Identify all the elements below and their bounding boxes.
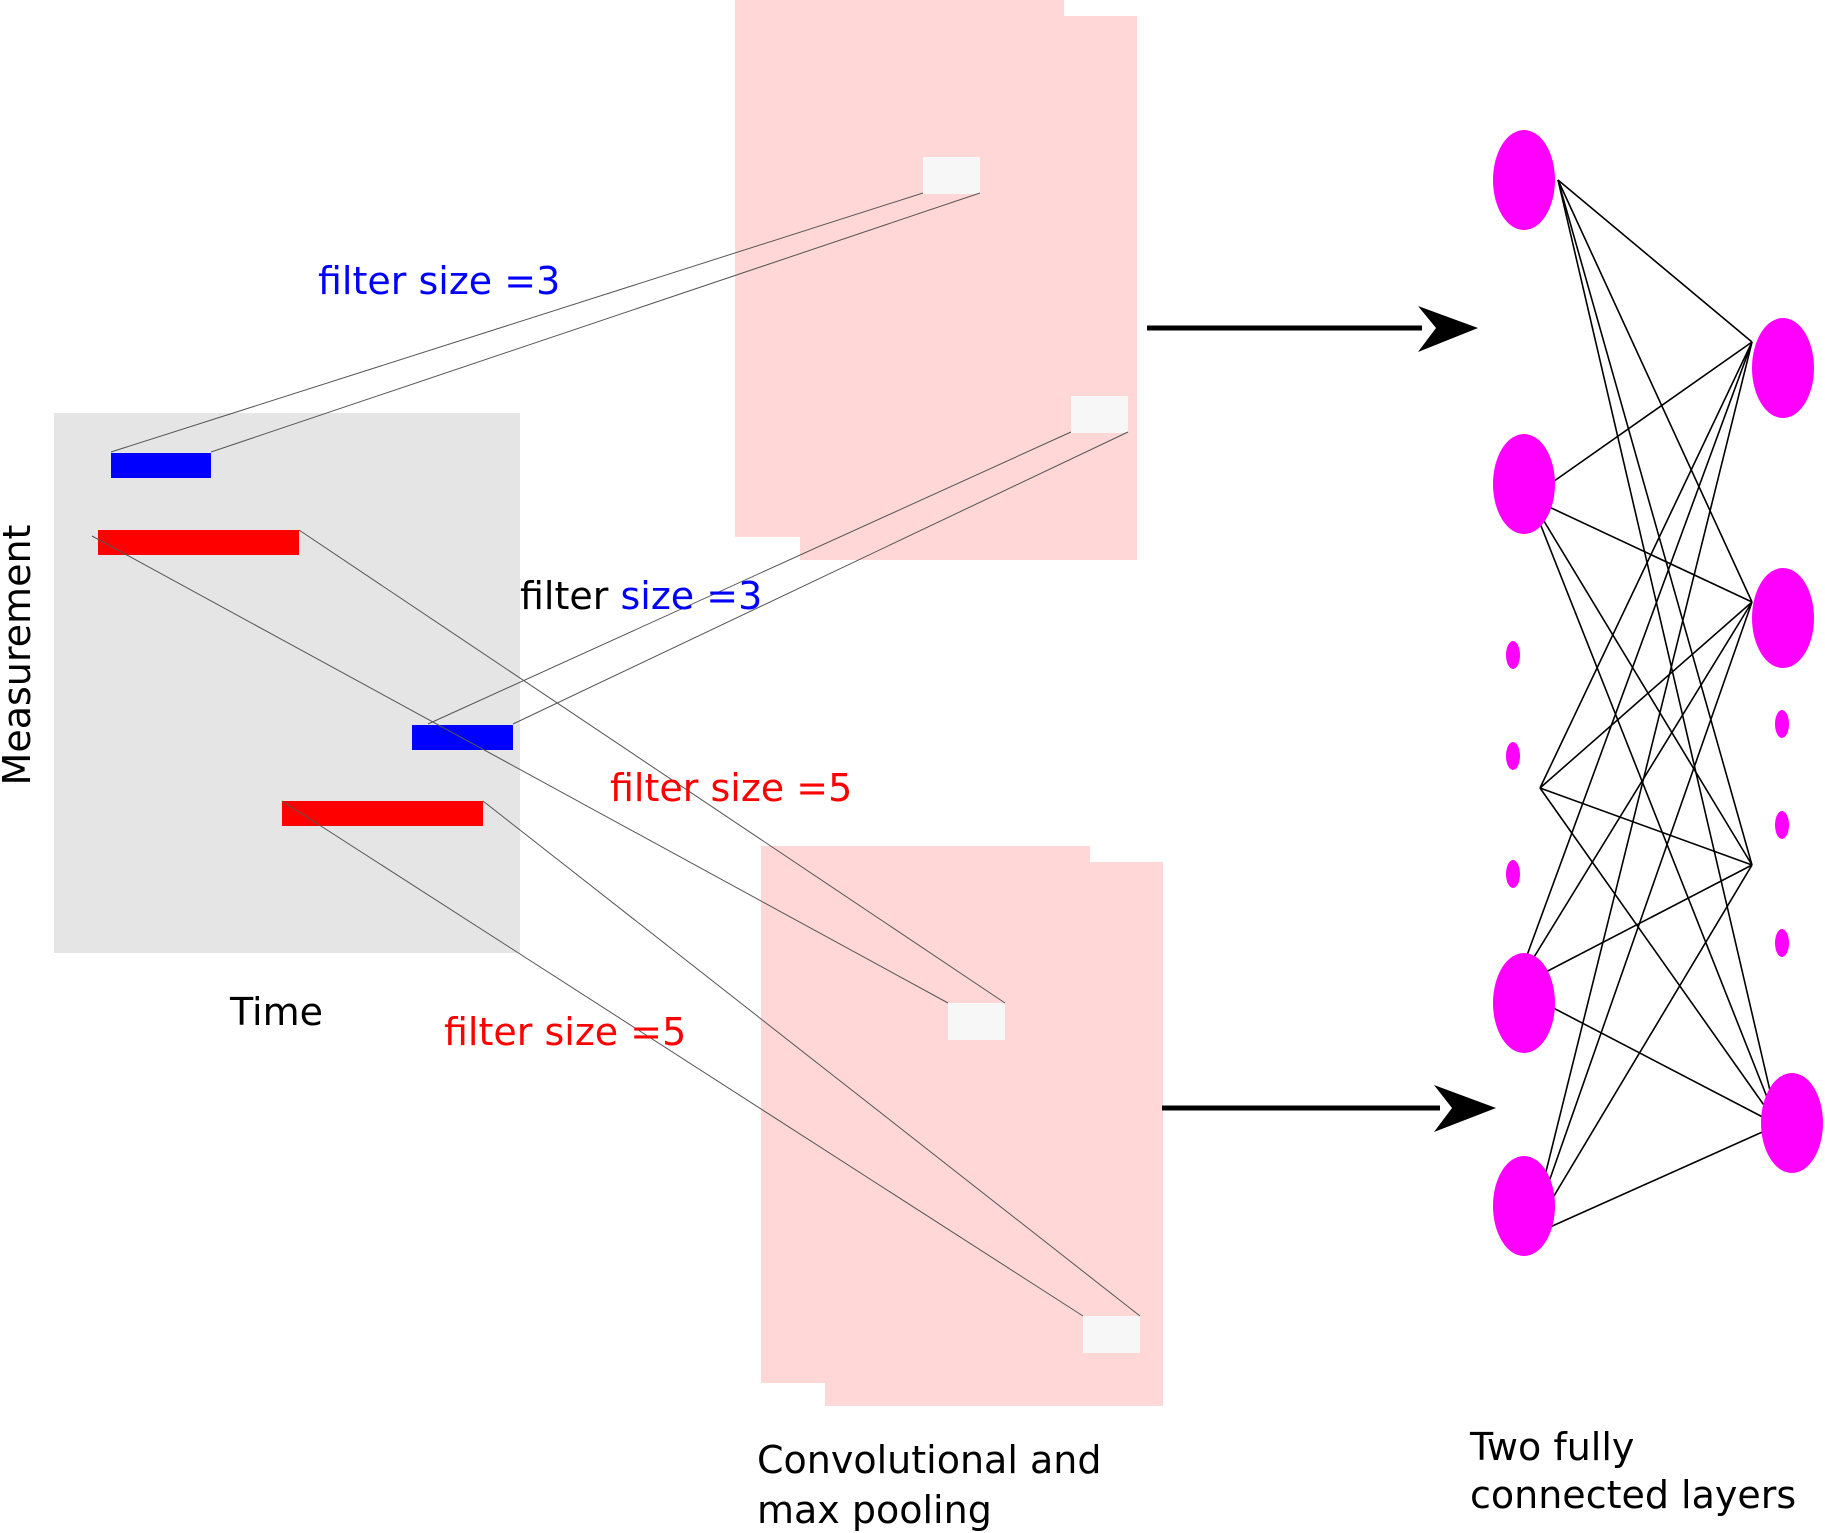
red-filter-bar-top — [98, 530, 299, 555]
input-matrix — [54, 413, 520, 953]
dense-layer-2 — [1752, 318, 1823, 1173]
arrow-top — [1147, 306, 1478, 352]
neuron-ellipsis-dot — [1775, 811, 1789, 839]
pooled-cell-bottom-2 — [1083, 1316, 1140, 1353]
filter-label-red-2: filter size =5 — [444, 1010, 686, 1054]
filter-label-blue-2: filter size =3 — [520, 574, 762, 618]
red-filter-bar-bottom — [282, 801, 483, 826]
neuron — [1493, 434, 1555, 534]
conv-caption-line-2: max pooling — [757, 1488, 992, 1532]
pooled-cell-top-1 — [923, 157, 980, 194]
fc-caption-line-2: connected layers — [1470, 1473, 1796, 1517]
projection-lines — [91, 192, 1141, 1317]
pooled-cell-top-2 — [1071, 396, 1128, 433]
neuron — [1761, 1073, 1823, 1173]
neuron-ellipsis-dot — [1506, 641, 1520, 669]
neuron — [1493, 953, 1555, 1053]
y-axis-label: Measurement — [0, 525, 39, 786]
pooled-cell-bottom-1 — [948, 1003, 1005, 1040]
neuron-ellipsis-dot — [1506, 860, 1520, 888]
filter-label-red-1: filter size =5 — [610, 766, 852, 810]
neuron-ellipsis-dot — [1775, 710, 1789, 738]
neuron-ellipsis-dot — [1775, 929, 1789, 957]
neuron — [1752, 318, 1814, 418]
dense-layer-1 — [1493, 130, 1555, 1256]
neuron — [1752, 568, 1814, 668]
feature-map-bottom-front — [761, 846, 1090, 1383]
feature-map-top-front — [735, 0, 1064, 537]
fc-caption-line-1: Two fully — [1469, 1425, 1634, 1469]
blue-filter-bar-top — [111, 453, 211, 478]
conv-caption-line-1: Convolutional and — [757, 1438, 1101, 1482]
filter-label-blue-1: filter size =3 — [318, 259, 560, 303]
arrow-bottom — [1162, 1085, 1496, 1132]
neuron — [1493, 130, 1555, 230]
neuron-ellipsis-dot — [1506, 742, 1520, 770]
x-axis-label: Time — [229, 990, 323, 1034]
neuron — [1493, 1156, 1555, 1256]
blue-filter-bar-bottom — [412, 725, 513, 750]
fc-connections — [1514, 179, 1779, 1237]
